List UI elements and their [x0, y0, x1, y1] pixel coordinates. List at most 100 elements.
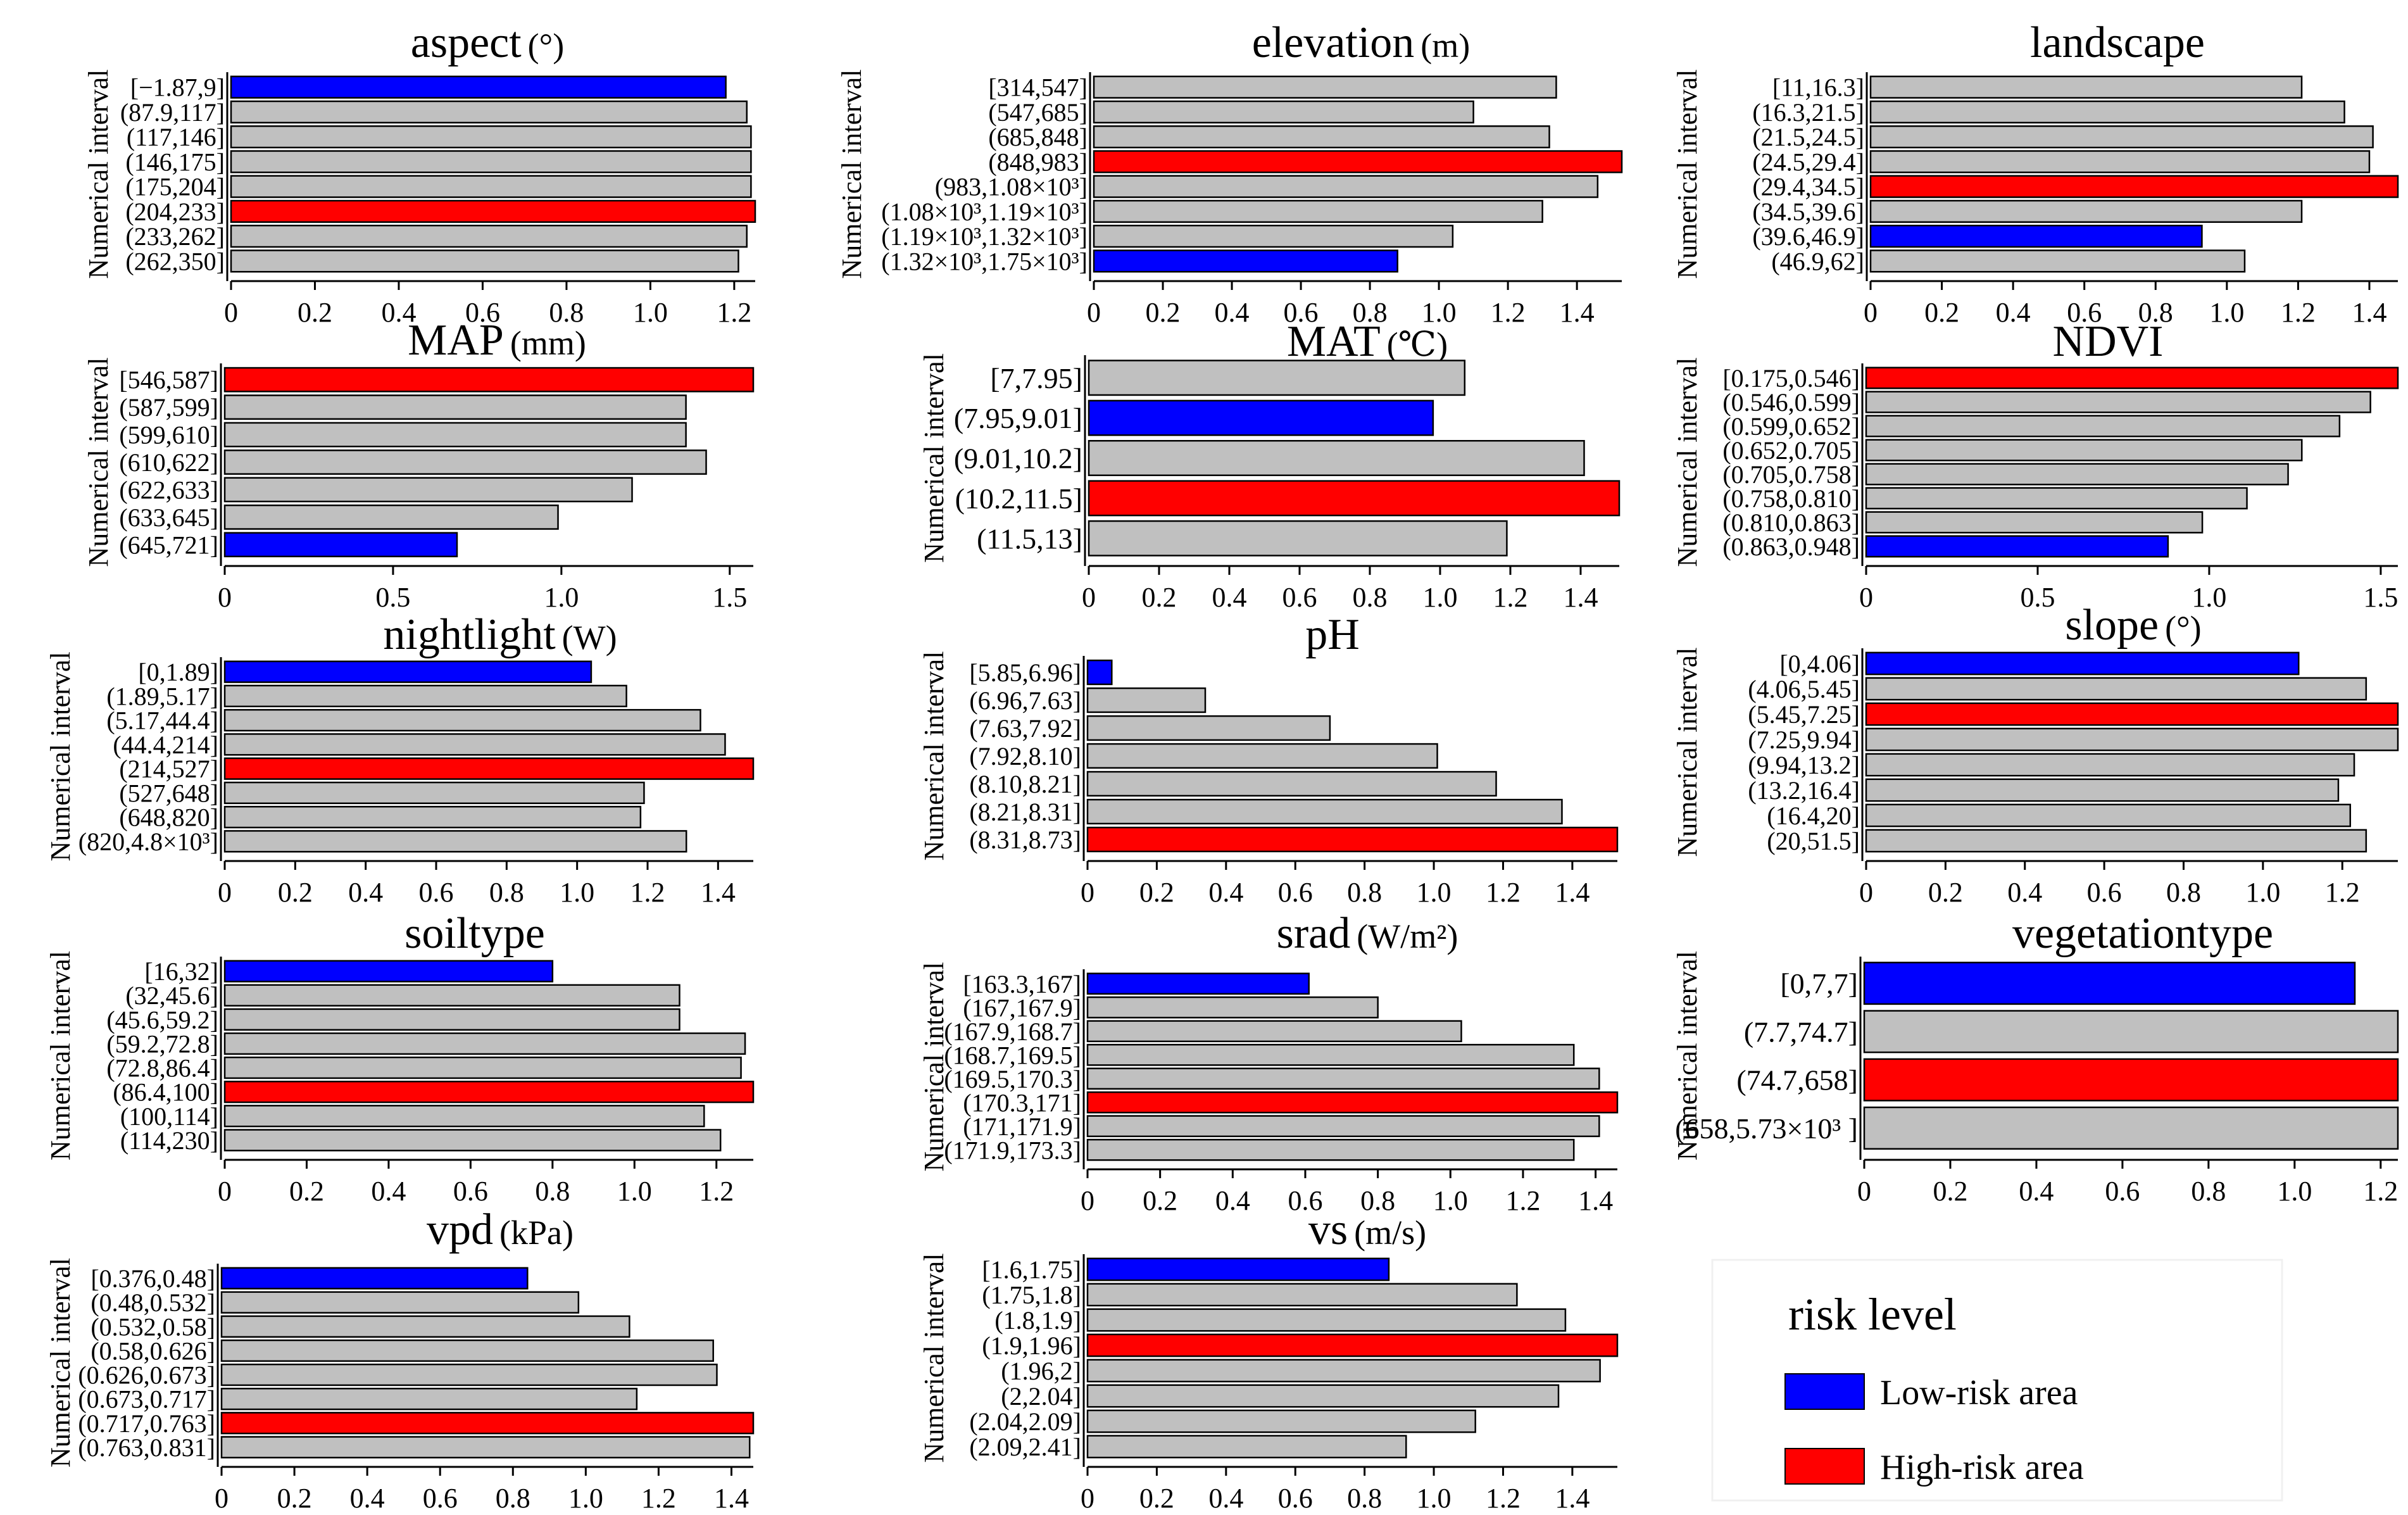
category-label: [163.3,167] — [963, 970, 1081, 998]
x-tick-label: 0.8 — [1353, 297, 1388, 328]
x-tick-label: 0.2 — [1146, 297, 1181, 328]
x-tick-label: 1.4 — [2352, 297, 2386, 328]
category-label: (1.75,1.8] — [982, 1281, 1081, 1309]
bar-slope-3 — [1865, 727, 2399, 751]
bar-ndvi-0 — [1865, 367, 2399, 389]
x-tick-label: 1.0 — [1417, 877, 1452, 908]
chart-title: srad (W/m²) — [1277, 909, 1458, 958]
legend-low-risk-swatch — [1784, 1373, 1865, 1410]
category-label: [0.376,0.48] — [91, 1264, 215, 1293]
x-tick-label: 0.4 — [1208, 877, 1243, 908]
bar-srad-3 — [1086, 1043, 1575, 1066]
bar-ndvi-6 — [1865, 511, 2204, 534]
category-label: (983,1.08×10³] — [935, 173, 1088, 201]
legend-low-risk-label: Low-risk area — [1880, 1373, 2078, 1412]
bar-ndvi-3 — [1865, 439, 2303, 462]
bar-elevation-6 — [1093, 224, 1454, 248]
category-label: (167,167.9] — [963, 993, 1081, 1022]
chart-ndvi: NDVI Numerical interval [0.175,0.546](0.54… — [1672, 317, 2399, 613]
chart-title: pH — [1305, 610, 1360, 659]
category-label: (146,175] — [125, 148, 225, 176]
x-tick-label: 1.0 — [1433, 1185, 1468, 1216]
bar-vpd-3 — [220, 1339, 714, 1362]
category-label: [0.175,0.546] — [1722, 364, 1860, 393]
x-tick-label: 0 — [1082, 582, 1096, 613]
bar-soiltype-4 — [223, 1056, 742, 1079]
x-tick-label: 0 — [1857, 1176, 1871, 1207]
bar-elevation-2 — [1093, 125, 1550, 149]
x-tick-label: 0 — [1081, 877, 1094, 908]
x-tick-label: 1.2 — [641, 1483, 676, 1514]
bar-slope-5 — [1865, 778, 2340, 802]
chart-title: nightlight (W) — [383, 610, 617, 659]
x-tick-label: 0.4 — [1215, 297, 1250, 328]
y-axis-label: Numerical interval — [83, 69, 114, 279]
bar-ndvi-4 — [1865, 463, 2289, 486]
bar-vs-4 — [1086, 1359, 1601, 1383]
x-tick-label: 0.2 — [278, 877, 313, 908]
x-tick-label: 1.4 — [714, 1483, 749, 1514]
bar-ndvi-2 — [1865, 415, 2341, 437]
category-label: [11,16.3] — [1772, 73, 1864, 102]
category-label: (16.3,21.5] — [1752, 98, 1864, 127]
bar-soiltype-5 — [223, 1081, 755, 1103]
bar-vpd-6 — [220, 1412, 755, 1435]
x-tick-label: 1.2 — [630, 877, 665, 908]
x-tick-label: 1.2 — [1505, 1185, 1540, 1216]
category-label: (1.9,1.96] — [982, 1331, 1081, 1360]
x-tick-label: 0 — [218, 1176, 232, 1207]
x-tick-label: 0.4 — [1212, 582, 1246, 613]
bar-vs-6 — [1086, 1409, 1476, 1433]
y-axis-label: Numerical interval — [919, 651, 950, 860]
x-tick-label: 0.6 — [2105, 1176, 2140, 1207]
bar-nightlight-5 — [223, 781, 645, 805]
category-label: (72.8,86.4] — [106, 1054, 218, 1083]
bar-mat-3 — [1088, 480, 1621, 517]
x-tick-label: 0.4 — [2007, 877, 2042, 908]
x-tick-label: 1.4 — [1555, 1483, 1590, 1514]
x-tick-label: 0.2 — [298, 297, 332, 328]
category-label: (5.17,44.4] — [106, 707, 218, 735]
bar-map-6 — [223, 532, 458, 558]
category-label: (0.48,0.532] — [91, 1288, 215, 1317]
chart-title: MAP (mm) — [408, 316, 586, 365]
bar-elevation-0 — [1093, 75, 1557, 99]
bar-landscape-1 — [1869, 100, 2345, 124]
bar-map-3 — [223, 449, 707, 475]
bar-vpd-5 — [220, 1388, 638, 1411]
category-label: [5.85,6.96] — [969, 658, 1081, 687]
chart-elevation: elevation (m)Numerical interval [314,547](… — [836, 18, 1623, 328]
category-label: (0.705,0.758] — [1722, 460, 1860, 489]
category-label: (262,350] — [125, 247, 225, 275]
x-tick-label: 0.2 — [1139, 877, 1174, 908]
x-tick-label: 0.6 — [1278, 877, 1313, 908]
x-tick-label: 1.2 — [1493, 582, 1527, 613]
bar-slope-0 — [1865, 651, 2300, 676]
bar-ph-1 — [1086, 687, 1207, 713]
bar-slope-6 — [1865, 803, 2352, 827]
x-tick-label: 0.4 — [1208, 1483, 1243, 1514]
bar-vpd-7 — [220, 1436, 751, 1459]
category-label: (820,4.8×10³] — [78, 827, 218, 856]
bar-mat-4 — [1088, 520, 1508, 556]
bar-elevation-1 — [1093, 100, 1474, 124]
category-label: [−1.87,9] — [130, 73, 225, 102]
category-label: (1.96,2] — [1001, 1357, 1081, 1385]
legend-high-risk-label: High-risk area — [1880, 1448, 2084, 1487]
bar-soiltype-3 — [223, 1032, 746, 1055]
y-axis-label: Numerical interval — [1672, 357, 1703, 567]
chart-srad: srad (W/m²)Numerical interval [163.3,167](… — [919, 909, 1619, 1216]
x-tick-label: 0.2 — [1928, 877, 1963, 908]
category-label: (0.673,0.717] — [78, 1385, 215, 1414]
category-label: (2.09,2.41] — [969, 1433, 1081, 1461]
x-tick-label: 0.8 — [535, 1176, 570, 1207]
chart-landscape: landscape Numerical interval [11,16.3](16.… — [1672, 18, 2399, 328]
category-label: (100,114] — [120, 1102, 218, 1131]
x-tick-label: 0 — [1081, 1483, 1094, 1514]
bar-srad-5 — [1086, 1091, 1619, 1114]
x-tick-label: 1.0 — [2245, 877, 2280, 908]
y-axis-label: Numerical interval — [45, 651, 76, 861]
bar-elevation-7 — [1093, 249, 1398, 273]
x-tick-label: 0 — [1087, 297, 1101, 328]
x-tick-label: 0.2 — [277, 1483, 312, 1514]
